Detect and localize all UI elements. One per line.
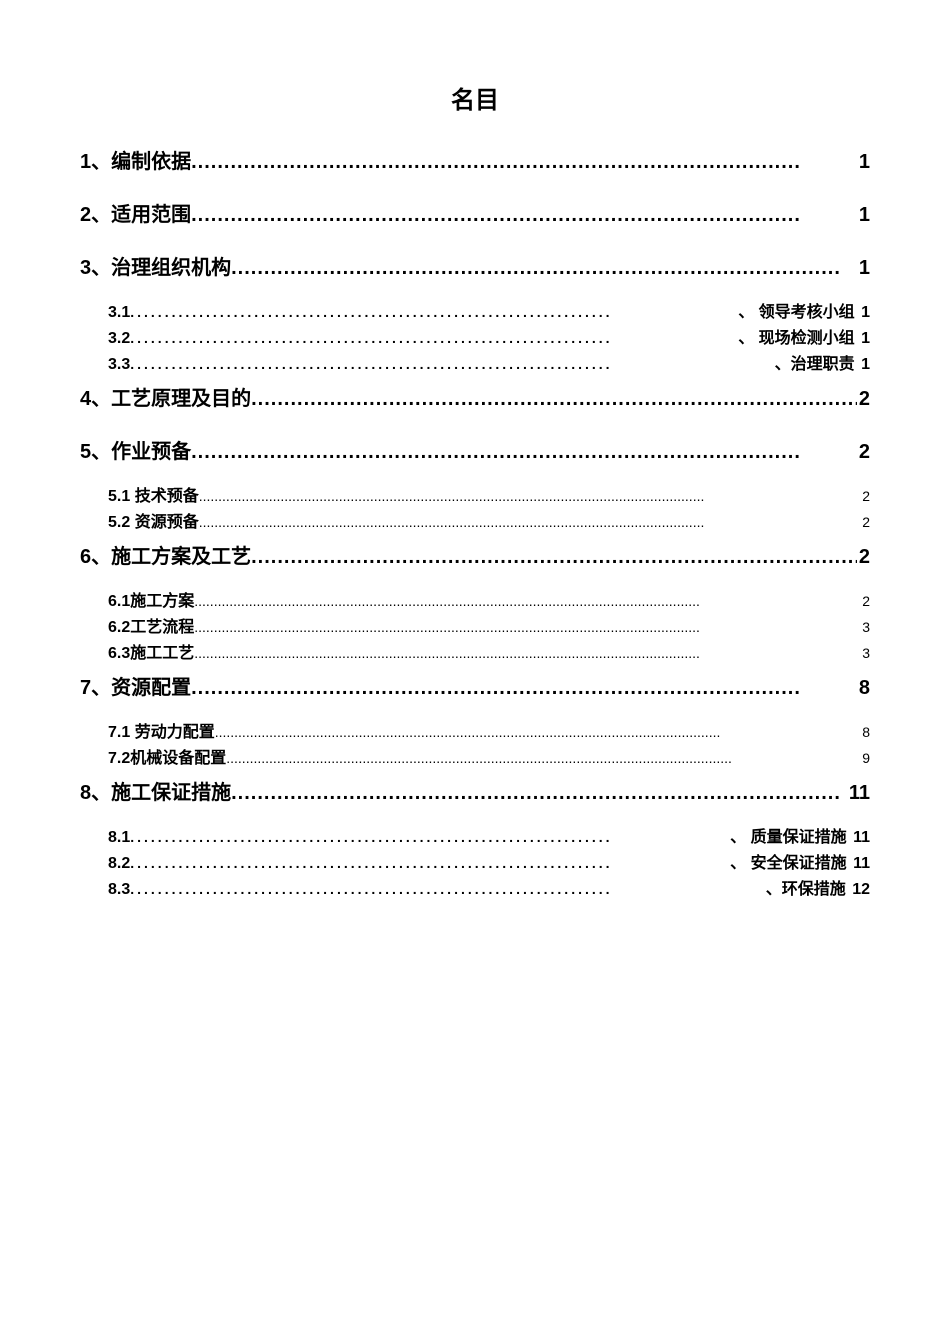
toc-leader: ........................................… (199, 514, 861, 530)
toc-suffix: 、治理职责 (771, 350, 855, 374)
toc-item-8-2: 8.2 ....................................… (108, 849, 870, 873)
toc-label: 5.2 资源预备 (108, 508, 199, 532)
toc-suffix: 、 安全保证措施 (726, 849, 846, 873)
toc-item-1: 1、 编制依据 ................................… (80, 145, 870, 174)
toc-page: 1 (857, 257, 870, 280)
toc-num: 8.1 (108, 829, 130, 847)
toc-leader: ........................................… (194, 645, 860, 661)
toc-page: 1 (855, 304, 870, 322)
toc-label: 作业预备 (111, 435, 191, 464)
toc-item-6-1: 6.1施工方案 ................................… (108, 587, 870, 611)
toc-num: 2、 (80, 198, 111, 227)
toc-leader: ........................................… (130, 829, 726, 845)
toc-page: 1 (855, 330, 870, 348)
toc-suffix: 、 质量保证措施 (726, 823, 846, 847)
toc-item-4: 4、 工艺原理及目的 .............................… (80, 382, 870, 411)
toc-page: 11 (847, 855, 870, 873)
toc-page: 1 (857, 204, 870, 227)
toc-num: 7、 (80, 671, 111, 700)
toc-leader: ........................................… (194, 619, 860, 635)
toc-page: 2 (857, 441, 870, 464)
toc-leader: ........................................… (231, 257, 857, 280)
toc-item-8-1: 8.1 ....................................… (108, 823, 870, 847)
toc-suffix: 、 领导考核小组 (734, 298, 854, 322)
toc-leader: ........................................… (191, 441, 857, 464)
toc-page: 3 (860, 619, 870, 635)
toc-page: 1 (855, 356, 870, 374)
toc-label: 适用范围 (111, 198, 191, 227)
toc-leader: ........................................… (130, 304, 734, 320)
toc-page: 11 (847, 782, 870, 805)
toc-leader: ........................................… (194, 593, 860, 609)
toc-label: 7.1 劳动力配置 (108, 718, 215, 742)
toc-num: 6、 (80, 540, 111, 569)
toc-num: 5、 (80, 435, 111, 464)
toc-page: 2 (860, 488, 870, 504)
toc-label: 资源配置 (111, 671, 191, 700)
toc-page: 3 (860, 645, 870, 661)
toc-leader: ........................................… (215, 724, 861, 740)
toc-item-5: 5、 作业预备 ................................… (80, 435, 870, 464)
toc-suffix: 、 现场检测小组 (734, 324, 854, 348)
toc-label: 治理组织机构 (111, 251, 231, 280)
toc-item-3: 3、 治理组织机构 ..............................… (80, 251, 870, 280)
toc-page: 9 (860, 750, 870, 766)
toc-item-7: 7、 资源配置 ................................… (80, 671, 870, 700)
toc-item-5-1: 5.1 技术预备 ...............................… (108, 482, 870, 506)
toc-title: 名目 (80, 80, 870, 115)
toc-item-3-3: 3.3 ....................................… (108, 350, 870, 374)
toc-page: 8 (857, 677, 870, 700)
toc-leader: ........................................… (226, 750, 860, 766)
toc-label: 5.1 技术预备 (108, 482, 199, 506)
toc-leader: ........................................… (191, 677, 857, 700)
toc-label: 6.3施工工艺 (108, 639, 194, 663)
toc-label: 施工方案及工艺 (111, 540, 251, 569)
toc-page: 2 (857, 388, 870, 411)
toc-page: 1 (857, 151, 870, 174)
toc-page: 2 (857, 546, 870, 569)
toc-suffix: 、环保措施 (762, 875, 846, 899)
toc-item-8-3: 8.3 ....................................… (108, 875, 870, 899)
toc-page: 11 (847, 829, 870, 847)
toc-item-3-2: 3.2 ....................................… (108, 324, 870, 348)
toc-label: 7.2机械设备配置 (108, 744, 226, 768)
toc-page: 2 (860, 593, 870, 609)
toc-leader: ........................................… (191, 151, 857, 174)
toc-label: 6.1施工方案 (108, 587, 194, 611)
toc-num: 8、 (80, 776, 111, 805)
toc-num: 8.3 (108, 881, 130, 899)
toc-leader: ........................................… (130, 356, 770, 372)
toc-label: 施工保证措施 (111, 776, 231, 805)
toc-item-2: 2、 适用范围 ................................… (80, 198, 870, 227)
toc-leader: ........................................… (130, 330, 734, 346)
toc-item-6-3: 6.3施工工艺 ................................… (108, 639, 870, 663)
toc-leader: ........................................… (251, 546, 857, 569)
toc-page: 8 (860, 724, 870, 740)
toc-item-7-2: 7.2机械设备配置 ..............................… (108, 744, 870, 768)
toc-item-6: 6、 施工方案及工艺 .............................… (80, 540, 870, 569)
toc-num: 1、 (80, 145, 111, 174)
toc-item-3-1: 3.1 ....................................… (108, 298, 870, 322)
toc-num: 3.1 (108, 304, 130, 322)
toc-leader: ........................................… (130, 881, 761, 897)
toc-label: 编制依据 (111, 145, 191, 174)
toc-label: 6.2工艺流程 (108, 613, 194, 637)
toc-leader: ........................................… (251, 388, 857, 411)
toc-item-7-1: 7.1 劳动力配置 ..............................… (108, 718, 870, 742)
toc-item-5-2: 5.2 资源预备 ...............................… (108, 508, 870, 532)
toc-num: 4、 (80, 382, 111, 411)
toc-item-8: 8、 施工保证措施 ..............................… (80, 776, 870, 805)
toc-page: 12 (846, 881, 870, 899)
toc-leader: ........................................… (231, 782, 847, 805)
toc-leader: ........................................… (130, 855, 726, 871)
toc-num: 3、 (80, 251, 111, 280)
toc-leader: ........................................… (191, 204, 857, 227)
toc-leader: ........................................… (199, 488, 861, 504)
toc-num: 3.3 (108, 356, 130, 374)
toc-page: 2 (860, 514, 870, 530)
toc-num: 8.2 (108, 855, 130, 873)
toc-label: 工艺原理及目的 (111, 382, 251, 411)
toc-num: 3.2 (108, 330, 130, 348)
toc-item-6-2: 6.2工艺流程 ................................… (108, 613, 870, 637)
